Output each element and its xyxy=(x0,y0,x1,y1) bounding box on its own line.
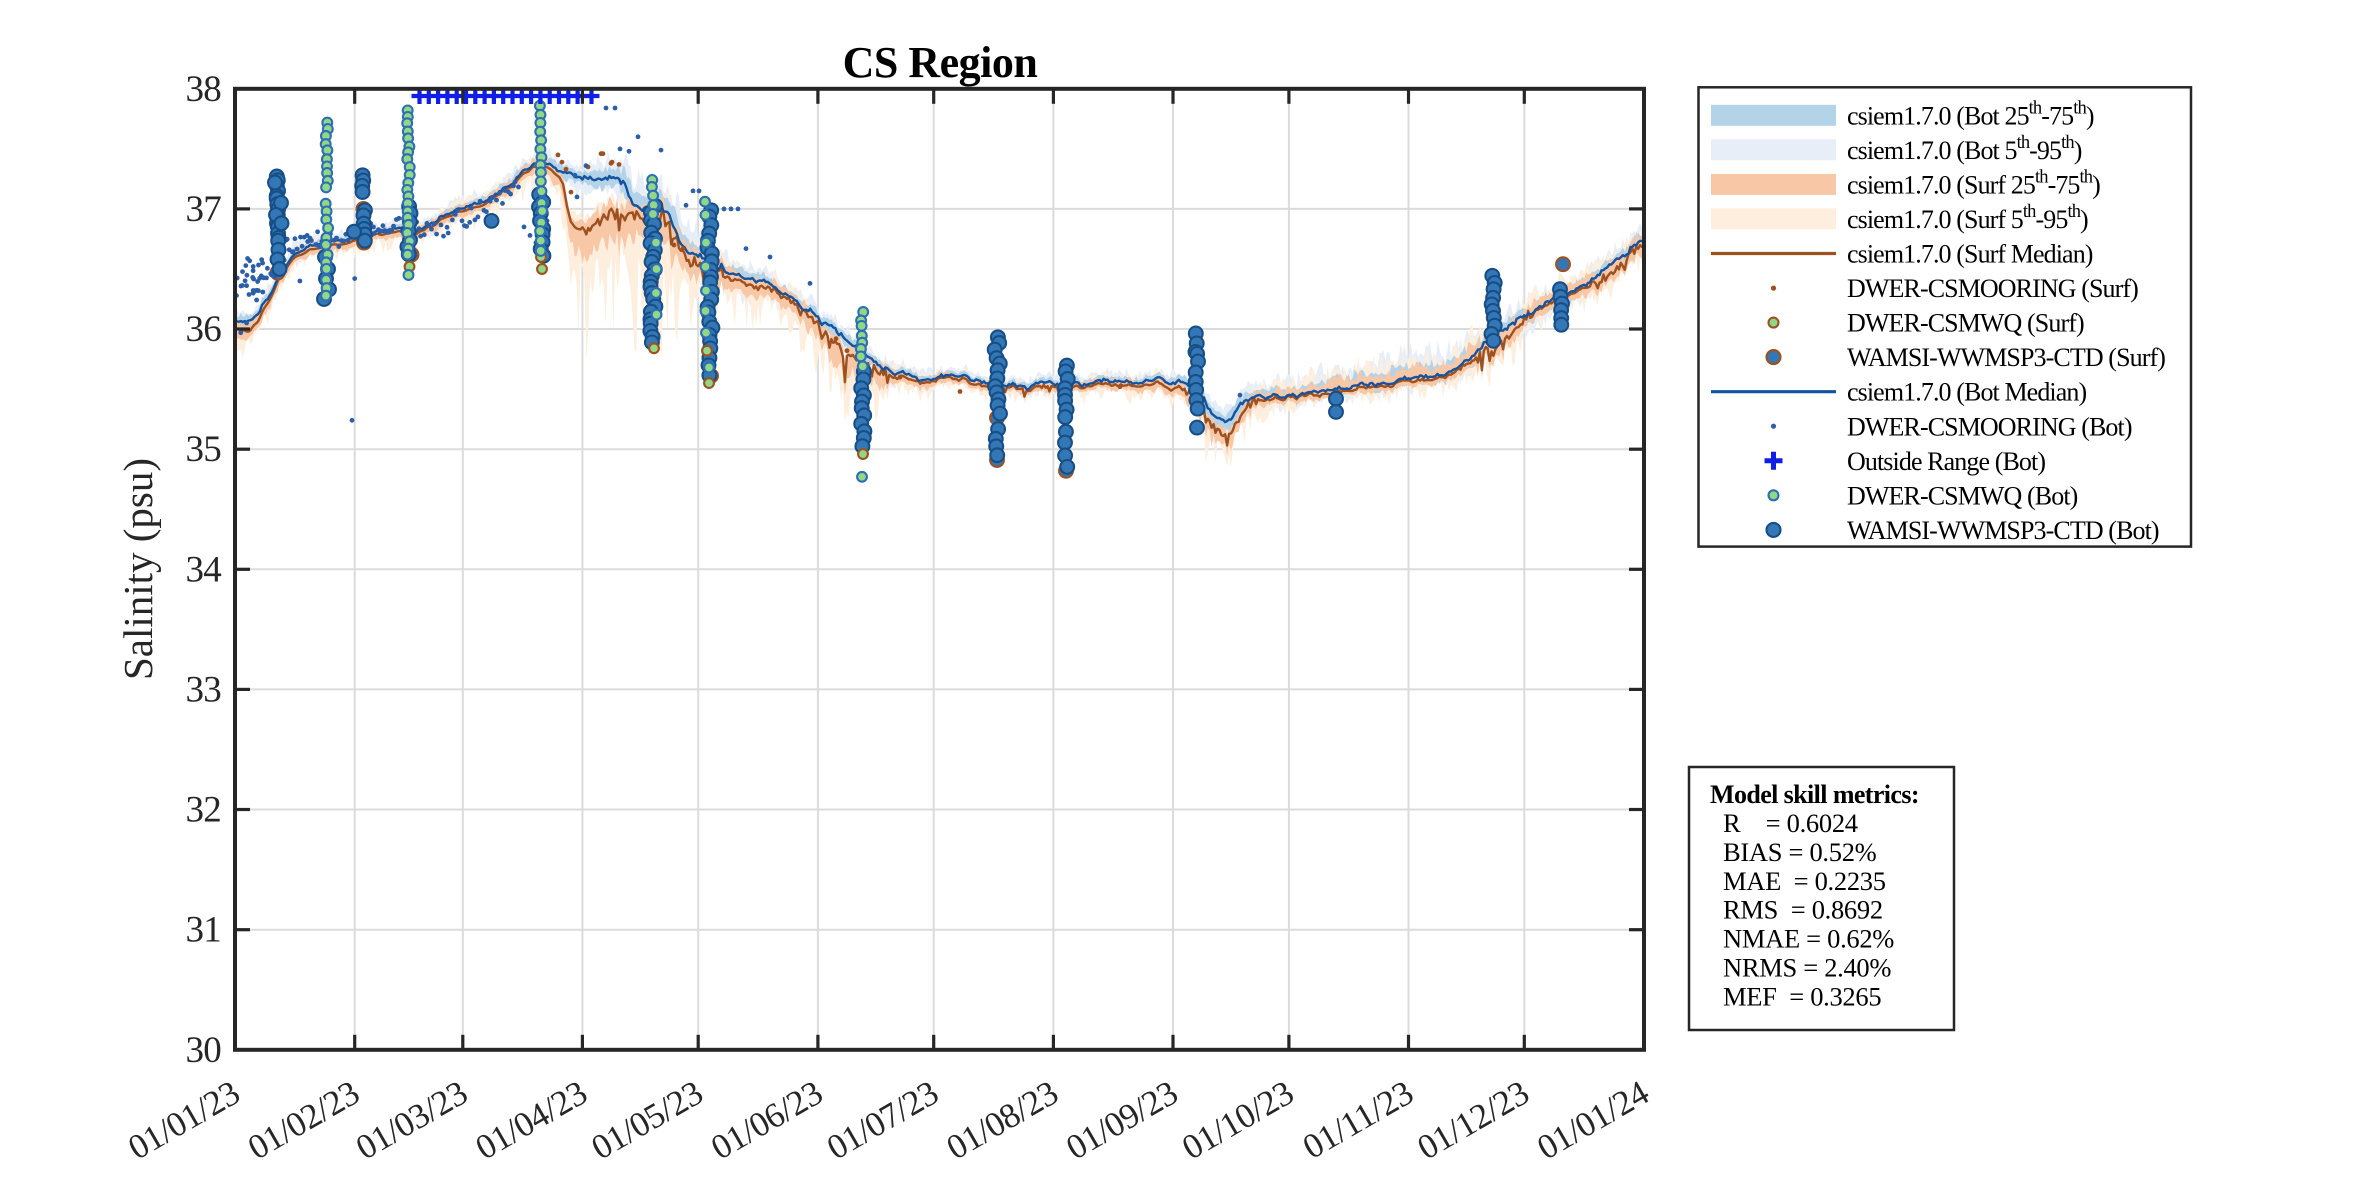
svg-text:DWER-CSMWQ (Bot): DWER-CSMWQ (Bot) xyxy=(1847,481,2078,510)
svg-text:DWER-CSMWQ (Surf): DWER-CSMWQ (Surf) xyxy=(1847,309,2084,338)
svg-text:37: 37 xyxy=(186,189,222,230)
svg-text:WAMSI-WWMSP3-CTD (Bot): WAMSI-WWMSP3-CTD (Bot) xyxy=(1847,516,2159,545)
svg-text:32: 32 xyxy=(186,790,222,831)
svg-text:38: 38 xyxy=(186,69,222,110)
svg-text:csiem1.7.0 (Bot 25th​-75th​): csiem1.7.0 (Bot 25th​-75th​) xyxy=(1847,98,2094,130)
svg-text:36: 36 xyxy=(186,309,222,350)
svg-text:Salinity (psu): Salinity (psu) xyxy=(115,458,161,680)
svg-text:30: 30 xyxy=(186,1030,222,1071)
svg-text:WAMSI-WWMSP3-CTD (Surf): WAMSI-WWMSP3-CTD (Surf) xyxy=(1847,343,2165,372)
svg-text:R = 0.6024: R = 0.6024 xyxy=(1723,808,1858,838)
svg-text:csiem1.7.0 (Surf 25th​-75th​): csiem1.7.0 (Surf 25th​-75th​) xyxy=(1847,167,2100,199)
svg-text:csiem1.7.0 (Bot 5th​-95th​): csiem1.7.0 (Bot 5th​-95th​) xyxy=(1847,133,2082,165)
svg-text:NMAE = 0.62%: NMAE = 0.62% xyxy=(1723,924,1894,954)
svg-text:Outside Range (Bot): Outside Range (Bot) xyxy=(1847,447,2045,476)
svg-text:DWER-CSMOORING (Surf): DWER-CSMOORING (Surf) xyxy=(1847,274,2138,303)
svg-text:Model skill metrics:: Model skill metrics: xyxy=(1710,780,1919,809)
svg-text:31: 31 xyxy=(186,910,222,951)
svg-text:CS Region: CS Region xyxy=(843,38,1038,87)
svg-text:MEF = 0.3265: MEF = 0.3265 xyxy=(1723,981,1881,1011)
svg-text:35: 35 xyxy=(186,429,222,470)
svg-text:DWER-CSMOORING (Bot): DWER-CSMOORING (Bot) xyxy=(1847,412,2132,441)
svg-text:34: 34 xyxy=(186,549,222,590)
svg-text:NRMS = 2.40%: NRMS = 2.40% xyxy=(1723,953,1891,983)
svg-text:MAE = 0.2235: MAE = 0.2235 xyxy=(1723,866,1886,896)
svg-text:csiem1.7.0 (Surf 5th​-95th​): csiem1.7.0 (Surf 5th​-95th​) xyxy=(1847,202,2088,234)
svg-text:BIAS = 0.52%: BIAS = 0.52% xyxy=(1723,837,1877,867)
svg-text:csiem1.7.0 (Surf Median): csiem1.7.0 (Surf Median) xyxy=(1847,240,2093,269)
svg-text:33: 33 xyxy=(186,669,222,710)
svg-text:csiem1.7.0 (Bot Median): csiem1.7.0 (Bot Median) xyxy=(1847,378,2086,407)
svg-text:RMS = 0.8692: RMS = 0.8692 xyxy=(1723,895,1883,925)
